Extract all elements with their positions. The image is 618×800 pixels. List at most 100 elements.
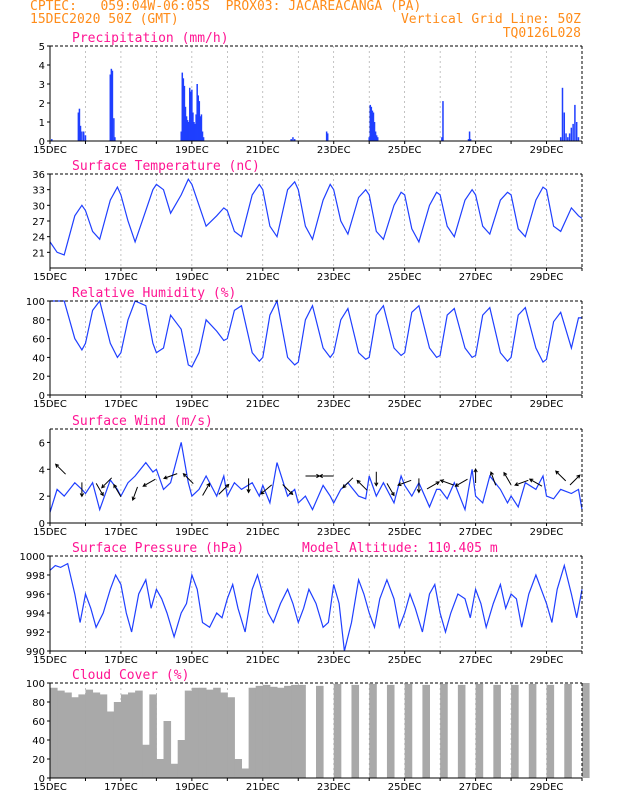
x-tick-label: 21DEC	[246, 145, 280, 156]
cloud-bar	[404, 683, 413, 778]
precip-bar	[81, 131, 83, 141]
y-tick-label: 20	[32, 372, 45, 383]
wind-arrow	[101, 477, 113, 489]
x-tick-label: 29DEC	[530, 272, 564, 283]
x-tick-label: 29DEC	[530, 399, 564, 410]
y-tick-label: 1000	[20, 552, 45, 563]
cloud-bar	[255, 685, 264, 778]
precip-bar	[180, 131, 182, 141]
precip-bar	[194, 123, 196, 141]
precip-bar	[467, 139, 470, 141]
precip-bar	[109, 74, 112, 141]
cloud-bar	[546, 684, 555, 778]
x-tick-label: 21DEC	[246, 527, 280, 538]
precip-bar	[565, 133, 567, 141]
precip-bar	[201, 131, 204, 141]
wind-arrow	[503, 471, 512, 485]
cloud-bar	[284, 685, 292, 778]
precip-bar	[181, 72, 184, 141]
cloud-bar	[120, 694, 129, 778]
cloud-bar	[564, 683, 572, 778]
precip-bar	[570, 127, 573, 141]
precip-bar	[559, 137, 562, 141]
precip-bar	[369, 104, 372, 141]
cloud-bar	[170, 763, 179, 778]
y-tick-label: 998	[26, 571, 45, 582]
precip-bar	[113, 118, 115, 141]
x-tick-label: 27DEC	[459, 145, 493, 156]
x-tick-label: 21DEC	[246, 399, 280, 410]
cloud-bar	[493, 684, 501, 778]
precip-bar	[110, 68, 113, 141]
precip-bar	[111, 70, 114, 141]
x-tick-label: 29DEC	[530, 145, 564, 156]
cloud-bar	[128, 692, 136, 778]
wind-arrow	[514, 479, 529, 487]
x-tick-label: 21DEC	[246, 655, 280, 666]
y-tick-label: 4	[39, 61, 45, 72]
cloud-bar	[135, 690, 143, 778]
x-tick-label: 23DEC	[317, 272, 351, 283]
precip-bar	[78, 108, 81, 141]
x-tick-label: 27DEC	[459, 527, 493, 538]
y-tick-label: 20	[32, 755, 45, 766]
cloud-bar	[163, 721, 172, 778]
precip-bar	[200, 114, 203, 141]
precip-bar	[183, 85, 186, 141]
x-tick-label: 19DEC	[175, 145, 209, 156]
x-tick-label: 27DEC	[459, 782, 493, 793]
y-tick-label: 1	[39, 118, 45, 129]
rh-title: Relative Humidity (%)	[72, 286, 236, 301]
x-tick-label: 29DEC	[530, 527, 564, 538]
precip-bar	[292, 137, 294, 141]
x-tick-label: 15DEC	[33, 782, 67, 793]
wind-arrow	[342, 477, 354, 489]
x-tick-label: 19DEC	[175, 527, 209, 538]
header-model-id: TQ0126L028	[502, 26, 581, 41]
cloud-bar	[316, 685, 324, 778]
wind-arrow	[131, 486, 138, 501]
x-tick-label: 17DEC	[104, 272, 138, 283]
precip-bar	[371, 110, 374, 141]
x-tick-label: 27DEC	[459, 655, 493, 666]
header-grid-line: Vertical Grid Line: 50Z	[400, 12, 581, 27]
y-tick-label: 100	[26, 679, 45, 690]
precip-bar	[191, 89, 193, 141]
cloud-bar	[142, 744, 150, 778]
x-tick-label: 17DEC	[104, 527, 138, 538]
cloud-bar	[582, 683, 590, 778]
wind-arrow	[95, 483, 104, 497]
cloud-bar	[85, 689, 94, 778]
wind-arrow	[163, 473, 178, 480]
y-tick-label: 5	[39, 42, 45, 53]
y-tick-label: 40	[32, 736, 45, 747]
precip-bar	[442, 101, 444, 141]
cloud-bar	[198, 687, 207, 778]
precip-bar	[469, 139, 472, 141]
precip-bar	[79, 125, 82, 141]
x-tick-label: 23DEC	[317, 655, 351, 666]
y-tick-label: 990	[26, 647, 45, 658]
precip-bar	[575, 122, 578, 141]
precip-bar	[187, 122, 190, 141]
y-tick-label: 60	[32, 335, 45, 346]
wind-arrow	[113, 483, 122, 498]
precip-title: Precipitation (mm/h)	[72, 31, 229, 46]
x-tick-label: 29DEC	[530, 782, 564, 793]
y-tick-label: 60	[32, 717, 45, 728]
precip-bar	[372, 112, 375, 141]
cloud-bar	[113, 702, 122, 778]
cloud-bar	[351, 684, 360, 778]
wind-arrow	[246, 478, 251, 494]
wind-arrow	[489, 471, 497, 486]
x-tick-label: 15DEC	[33, 399, 67, 410]
header-station: CPTEC: 059:04W-06:05S PROX03: JACAREACAN…	[30, 0, 422, 14]
precip-bar	[567, 137, 569, 141]
cloud-bar	[156, 759, 164, 778]
wind-arrow	[439, 479, 454, 486]
wind-arrow	[182, 472, 194, 484]
x-tick-label: 15DEC	[33, 145, 67, 156]
x-tick-label: 15DEC	[33, 655, 67, 666]
cloud-bar	[78, 694, 86, 778]
x-tick-label: 25DEC	[388, 399, 422, 410]
